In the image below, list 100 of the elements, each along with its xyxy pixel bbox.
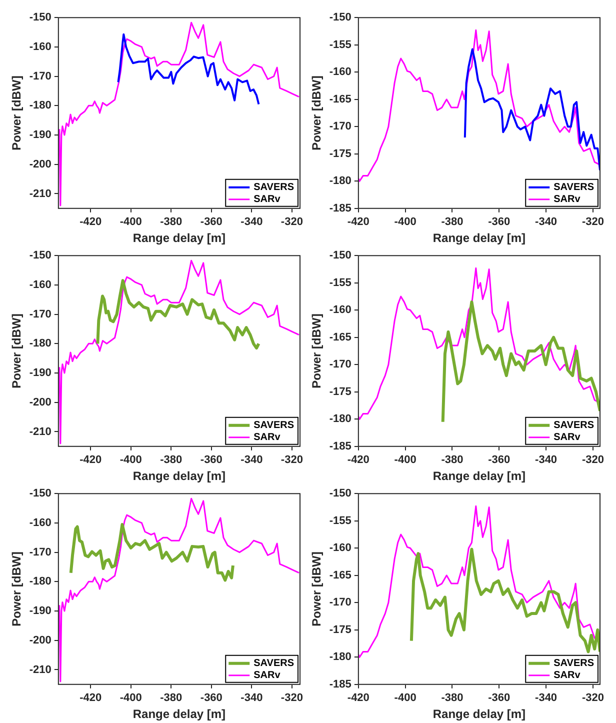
x-tick-label: -380 (441, 692, 464, 704)
x-tick-label: -420 (80, 454, 102, 466)
y-tick-label: -175 (329, 148, 352, 160)
x-axis-title: Range delay [m] (132, 707, 226, 722)
legend-label: SARv (254, 432, 281, 444)
y-tick-label: -165 (329, 331, 352, 344)
x-tick-label: -340 (535, 692, 558, 704)
y-tick-label: -185 (329, 440, 352, 452)
y-tick-label: -155 (329, 276, 352, 289)
x-tick-label: -360 (200, 216, 222, 228)
x-tick-label: -400 (394, 216, 416, 228)
y-tick-label: -150 (29, 488, 52, 500)
y-tick-label: -210 (29, 188, 52, 200)
y-tick-label: -200 (29, 158, 52, 170)
x-tick-label: -420 (80, 692, 102, 704)
x-tick-label: -320 (582, 692, 604, 704)
x-tick-label: -400 (120, 692, 142, 704)
x-tick-label: -340 (240, 692, 263, 704)
y-tick-label: -165 (329, 569, 352, 582)
y-tick-label: -150 (329, 250, 352, 262)
legend-label: SAVERS (254, 658, 294, 670)
y-tick-label: -190 (29, 129, 52, 142)
y-tick-label: -180 (29, 338, 52, 350)
y-tick-label: -200 (29, 634, 52, 646)
x-tick-label: -400 (120, 216, 142, 228)
y-tick-label: -170 (29, 308, 52, 320)
y-tick-label: -160 (29, 40, 52, 53)
y-tick-label: -190 (29, 367, 52, 380)
x-tick-label: -420 (347, 454, 370, 466)
y-tick-label: -170 (29, 70, 52, 82)
y-tick-label: -180 (329, 651, 352, 664)
legend-label: SAVERS (254, 182, 294, 194)
y-tick-label: -160 (329, 304, 352, 316)
x-axis-title: Range delay [m] (432, 469, 526, 484)
y-tick-label: -180 (329, 413, 352, 426)
y-tick-label: -185 (329, 678, 352, 690)
legend-label: SAVERS (554, 182, 594, 194)
y-tick-label: -185 (329, 202, 352, 214)
y-tick-label: -170 (29, 546, 52, 558)
x-tick-label: -340 (535, 454, 558, 466)
y-tick-label: -180 (29, 576, 52, 588)
x-tick-label: -380 (441, 216, 464, 228)
y-tick-label: -190 (29, 605, 52, 618)
x-tick-label: -420 (347, 216, 370, 228)
legend-label: SAVERS (554, 420, 594, 432)
x-tick-label: -400 (394, 692, 416, 704)
y-tick-label: -150 (29, 250, 52, 262)
x-tick-label: -340 (240, 454, 263, 466)
x-tick-label: -340 (240, 216, 263, 228)
x-tick-label: -340 (535, 216, 558, 228)
x-axis-title: Range delay [m] (432, 707, 526, 722)
x-tick-label: -360 (488, 454, 510, 466)
x-tick-label: -320 (582, 454, 604, 466)
x-axis-title: Range delay [m] (432, 231, 526, 246)
y-axis-title: Power [dBW] (310, 76, 324, 150)
y-tick-label: -180 (29, 100, 52, 112)
y-tick-label: -200 (29, 396, 52, 408)
x-axis-title: Range delay [m] (132, 469, 226, 484)
x-tick-label: -380 (160, 454, 182, 466)
y-axis-title: Power [dBW] (10, 552, 24, 626)
y-tick-label: -170 (329, 596, 352, 609)
legend-label: SAVERS (254, 420, 294, 432)
x-tick-label: -320 (582, 216, 604, 228)
x-tick-label: -360 (488, 216, 510, 228)
x-tick-label: -400 (120, 454, 142, 466)
y-tick-label: -210 (29, 426, 52, 438)
y-tick-label: -175 (329, 624, 352, 636)
x-tick-label: -360 (488, 692, 510, 704)
x-tick-label: -380 (160, 692, 182, 704)
x-axis-title: Range delay [m] (132, 231, 226, 246)
y-tick-label: -155 (329, 514, 352, 527)
y-axis-title: Power [dBW] (310, 552, 324, 626)
legend-label: SAVERS (554, 658, 594, 670)
y-tick-label: -150 (329, 12, 352, 24)
y-tick-label: -160 (29, 278, 52, 291)
x-tick-label: -400 (394, 454, 416, 466)
y-tick-label: -150 (29, 12, 52, 24)
legend-label: SARv (254, 194, 281, 206)
y-tick-label: -165 (329, 93, 352, 106)
x-tick-label: -380 (160, 216, 182, 228)
y-tick-label: -150 (329, 488, 352, 500)
x-tick-label: -360 (200, 454, 222, 466)
y-tick-label: -160 (29, 516, 52, 529)
y-axis-title: Power [dBW] (310, 314, 324, 388)
x-tick-label: -380 (441, 454, 464, 466)
legend-label: SARv (554, 194, 581, 206)
legend-label: SARv (554, 432, 581, 444)
y-tick-label: -170 (329, 120, 352, 133)
y-tick-label: -160 (329, 542, 352, 554)
x-tick-label: -320 (280, 692, 303, 704)
x-tick-label: -420 (347, 692, 370, 704)
legend-label: SARv (254, 670, 281, 682)
y-tick-label: -160 (329, 66, 352, 78)
y-tick-label: -170 (329, 358, 352, 371)
x-tick-label: -320 (280, 454, 303, 466)
y-axis-title: Power [dBW] (10, 314, 24, 388)
x-tick-label: -320 (280, 216, 303, 228)
y-tick-label: -180 (329, 175, 352, 188)
x-tick-label: -360 (200, 692, 222, 704)
y-tick-label: -210 (29, 664, 52, 676)
